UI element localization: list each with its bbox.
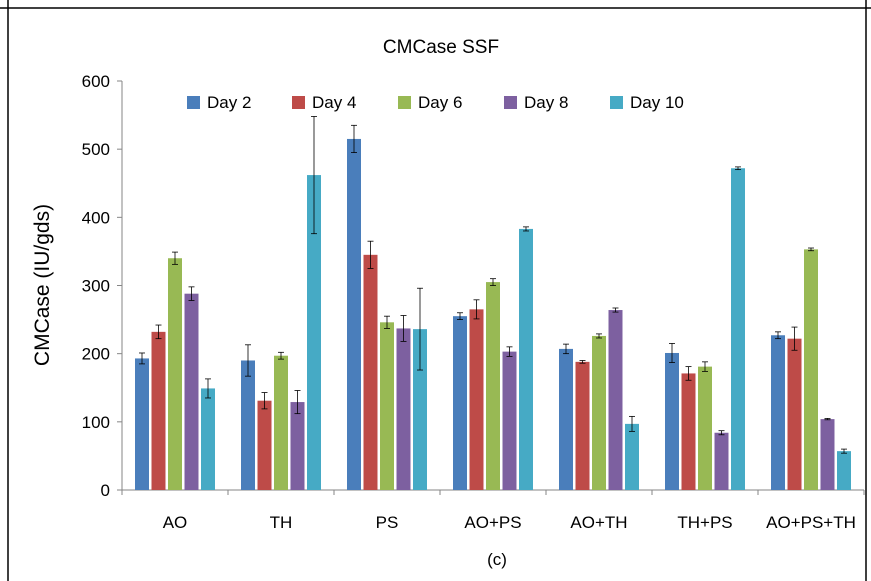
bar (608, 310, 623, 490)
bar (396, 328, 411, 490)
bar (625, 423, 639, 490)
bar (820, 419, 835, 490)
legend-label: Day 2 (207, 93, 251, 112)
bar (804, 249, 818, 490)
y-axis-title: CMCase (IU/gds) (31, 204, 54, 366)
bar (665, 352, 679, 490)
bar (486, 282, 500, 490)
x-tick-label: TH (270, 513, 293, 532)
x-tick-label: AO+TH (570, 513, 627, 532)
bar (257, 400, 272, 490)
y-tick-label: 0 (101, 481, 110, 500)
y-tick-label: 400 (82, 208, 110, 227)
bar (363, 254, 378, 490)
legend-label: Day 6 (418, 93, 462, 112)
bar (714, 432, 729, 490)
legend-swatch (187, 96, 200, 109)
bar (575, 361, 590, 490)
bar (502, 351, 517, 490)
bar (837, 451, 851, 490)
legend-swatch (292, 96, 305, 109)
bar (592, 335, 606, 490)
y-tick-label: 300 (82, 277, 110, 296)
bar (347, 138, 361, 491)
bar (413, 329, 427, 490)
legend-swatch (610, 96, 623, 109)
legend-label: Day 8 (524, 93, 568, 112)
bar (184, 293, 199, 490)
y-tick-label: 100 (82, 413, 110, 432)
plot-area: 0 100 200 300 400 500 600 AO TH PS AO+PS AO+TH TH+PS… (82, 72, 865, 532)
x-tick-label: AO (163, 513, 188, 532)
bar (519, 228, 533, 490)
bar (681, 373, 696, 490)
bar (135, 358, 149, 490)
bar (771, 335, 785, 490)
x-tick-label: AO+PS (464, 513, 521, 532)
legend: Day 2 Day 4 Day 6 Day 8 Day 10 (187, 93, 684, 112)
legend-swatch (504, 96, 517, 109)
bar (307, 175, 321, 490)
chart-title: CMCase SSF (383, 37, 499, 58)
bar (168, 258, 182, 490)
bar (453, 316, 467, 490)
legend-label: Day 4 (312, 93, 356, 112)
x-axis-title: (c) (487, 550, 507, 569)
bar (274, 355, 288, 490)
bar (201, 388, 215, 490)
bar (731, 168, 745, 490)
y-tick-label: 500 (82, 140, 110, 159)
legend-label: Day 10 (630, 93, 684, 112)
x-tick-label: PS (376, 513, 399, 532)
bar (469, 309, 484, 490)
legend-swatch (398, 96, 411, 109)
bar (559, 348, 573, 490)
bar (698, 366, 712, 490)
x-tick-label: AO+PS+TH (766, 513, 856, 532)
bar (290, 402, 305, 490)
x-tick-label: TH+PS (677, 513, 732, 532)
y-tick-label: 600 (82, 72, 110, 91)
bar (787, 338, 802, 490)
bar (151, 331, 166, 490)
bar (380, 322, 394, 490)
bar (241, 360, 255, 490)
y-tick-label: 200 (82, 345, 110, 364)
